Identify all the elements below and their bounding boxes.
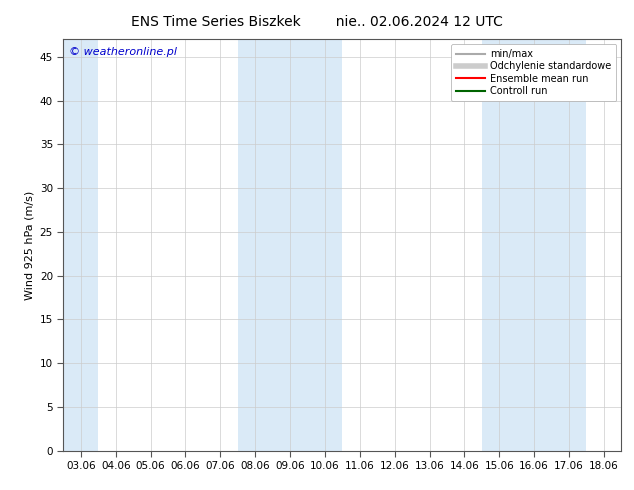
Text: ENS Time Series Biszkek        nie.. 02.06.2024 12 UTC: ENS Time Series Biszkek nie.. 02.06.2024… <box>131 15 503 29</box>
Bar <box>238 39 342 451</box>
Bar <box>63 39 98 451</box>
Text: © weatheronline.pl: © weatheronline.pl <box>69 48 177 57</box>
Bar <box>482 39 586 451</box>
Legend: min/max, Odchylenie standardowe, Ensemble mean run, Controll run: min/max, Odchylenie standardowe, Ensembl… <box>451 44 616 101</box>
Y-axis label: Wind 925 hPa (m/s): Wind 925 hPa (m/s) <box>24 191 34 299</box>
